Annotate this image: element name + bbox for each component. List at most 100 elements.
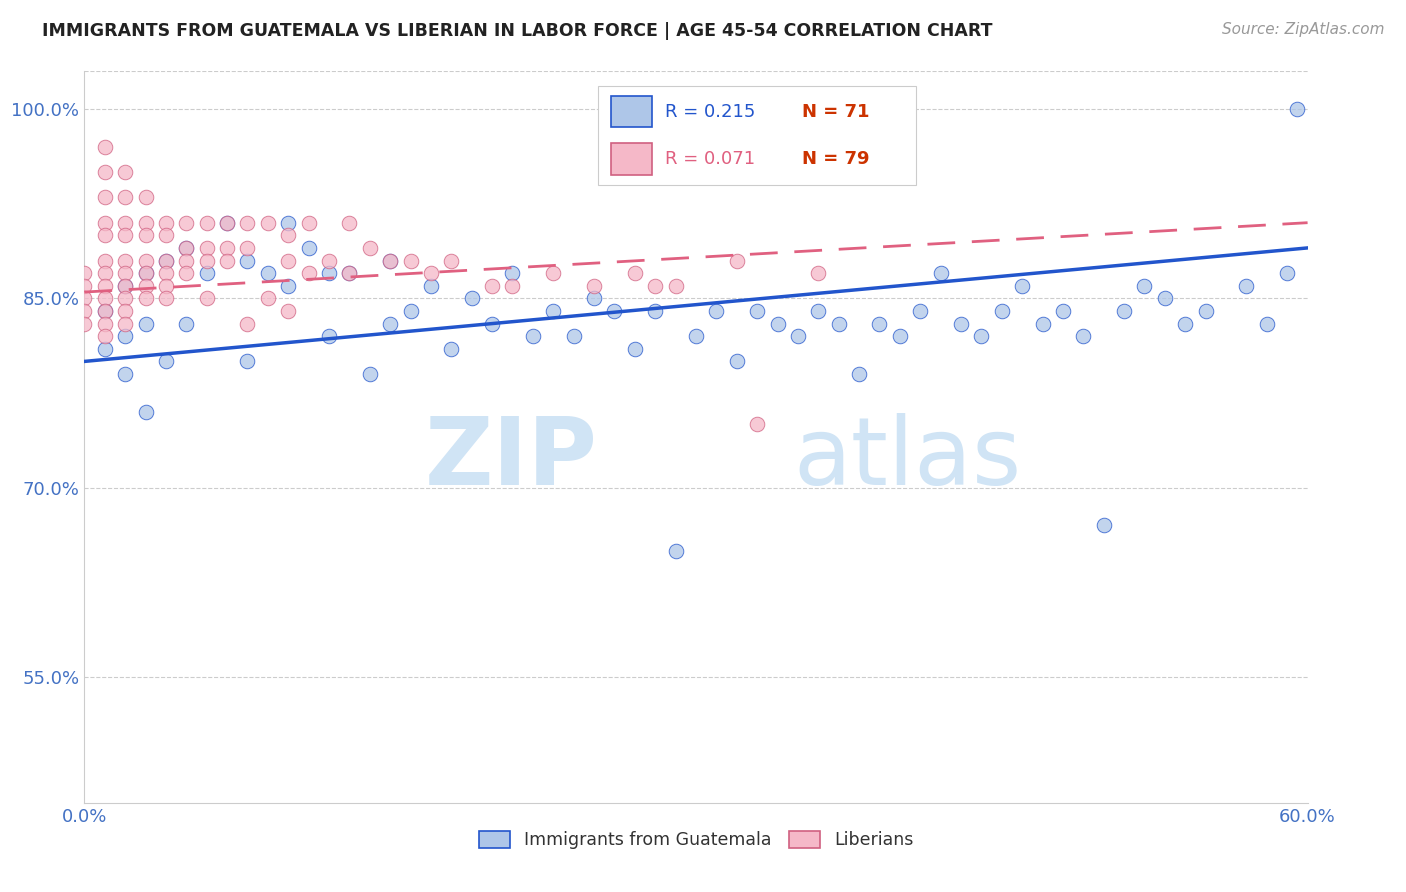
Point [93, 253, 115, 268]
Point [1174, 317, 1197, 331]
Point [174, 241, 197, 255]
Point [277, 304, 299, 318]
Point [135, 216, 157, 230]
Point [114, 291, 136, 305]
Point [114, 317, 136, 331]
Point [481, 278, 503, 293]
Point [155, 354, 177, 368]
Text: IMMIGRANTS FROM GUATEMALA VS LIBERIAN IN LABOR FORCE | AGE 45-54 CORRELATION CHA: IMMIGRANTS FROM GUATEMALA VS LIBERIAN IN… [42, 22, 993, 40]
Point [174, 317, 197, 331]
Point [685, 329, 707, 343]
Point [155, 266, 177, 280]
Point [135, 317, 157, 331]
Point [502, 278, 524, 293]
Point [114, 266, 136, 280]
Point [399, 304, 422, 318]
Point [543, 266, 565, 280]
Point [93, 216, 115, 230]
Point [73, 278, 96, 293]
Point [114, 304, 136, 318]
Point [135, 266, 157, 280]
Point [93, 278, 115, 293]
Point [114, 165, 136, 179]
Point [1195, 304, 1218, 318]
Point [236, 216, 259, 230]
Point [93, 304, 115, 318]
Point [970, 329, 993, 343]
Point [359, 241, 381, 255]
Point [380, 253, 402, 268]
Point [399, 253, 422, 268]
Point [725, 354, 748, 368]
Point [1154, 291, 1177, 305]
Point [93, 342, 115, 356]
Point [155, 278, 177, 293]
Point [807, 266, 830, 280]
Text: atlas: atlas [794, 413, 1022, 505]
Point [277, 228, 299, 243]
Point [339, 216, 361, 230]
Point [583, 278, 606, 293]
Point [257, 291, 280, 305]
Point [155, 228, 177, 243]
Point [155, 253, 177, 268]
Point [217, 253, 239, 268]
Point [93, 228, 115, 243]
Point [195, 291, 218, 305]
Point [1032, 317, 1054, 331]
Point [543, 304, 565, 318]
Point [195, 216, 218, 230]
Point [481, 317, 503, 331]
Legend: Immigrants from Guatemala, Liberians: Immigrants from Guatemala, Liberians [472, 824, 920, 856]
Point [257, 216, 280, 230]
Point [114, 216, 136, 230]
Point [114, 253, 136, 268]
Point [603, 304, 626, 318]
Point [174, 253, 197, 268]
Point [73, 317, 96, 331]
Point [950, 317, 973, 331]
Point [174, 241, 197, 255]
Point [1114, 304, 1136, 318]
Point [93, 304, 115, 318]
Point [665, 278, 688, 293]
Point [93, 317, 115, 331]
Point [236, 354, 259, 368]
Point [135, 253, 157, 268]
Point [583, 291, 606, 305]
Point [562, 329, 585, 343]
Point [787, 329, 810, 343]
Point [93, 140, 115, 154]
Point [195, 266, 218, 280]
Point [155, 216, 177, 230]
Point [644, 278, 666, 293]
Point [747, 304, 769, 318]
Point [257, 266, 280, 280]
Point [1011, 278, 1033, 293]
Point [93, 165, 115, 179]
Point [135, 278, 157, 293]
Point [135, 190, 157, 204]
Point [318, 266, 340, 280]
Point [93, 190, 115, 204]
Point [135, 291, 157, 305]
Point [889, 329, 911, 343]
Point [236, 241, 259, 255]
Point [73, 291, 96, 305]
Point [991, 304, 1014, 318]
Point [380, 317, 402, 331]
Point [644, 304, 666, 318]
Point [195, 253, 218, 268]
Point [73, 266, 96, 280]
Point [1256, 317, 1278, 331]
Point [420, 266, 443, 280]
Text: Source: ZipAtlas.com: Source: ZipAtlas.com [1222, 22, 1385, 37]
Point [135, 405, 157, 419]
Point [135, 228, 157, 243]
Point [380, 253, 402, 268]
Point [1236, 278, 1258, 293]
Point [114, 190, 136, 204]
Point [135, 266, 157, 280]
Point [440, 253, 463, 268]
Point [114, 228, 136, 243]
